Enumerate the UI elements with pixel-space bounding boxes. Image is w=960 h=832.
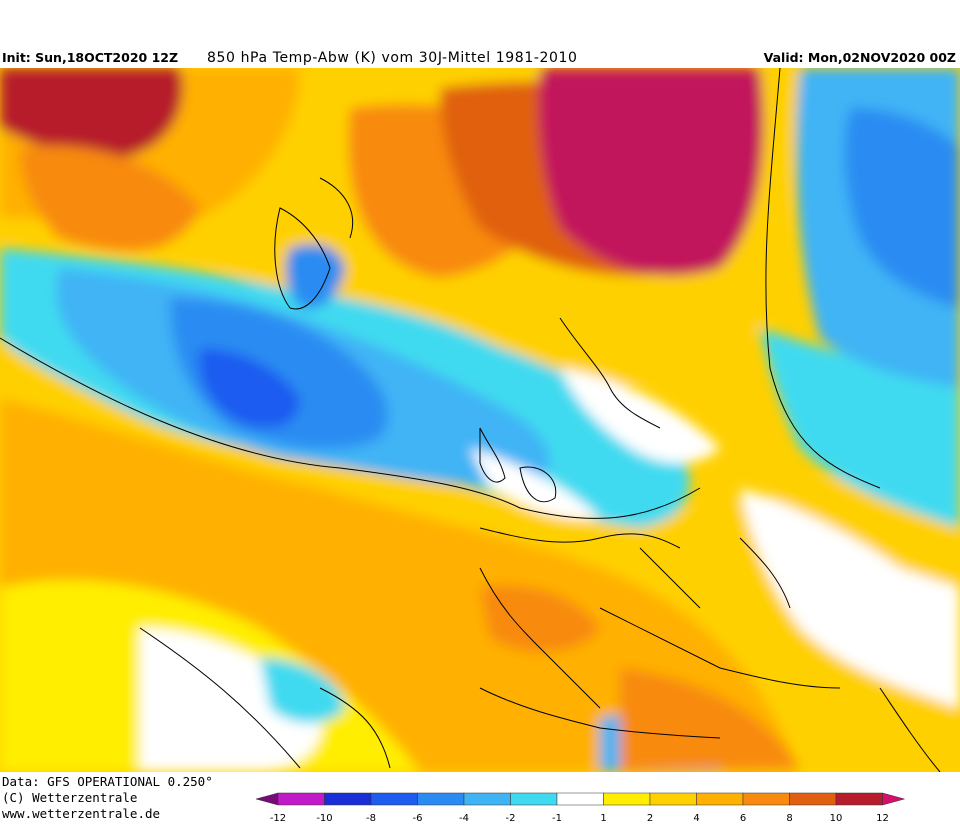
zone-pos6-canada (20, 145, 200, 251)
anomaly-field (0, 68, 960, 772)
legend-tick-label: -12 (270, 813, 286, 824)
coastlines (274, 177, 941, 772)
contour-lines (0, 68, 881, 769)
legend-tick-label: -2 (506, 813, 516, 824)
map-footer: Data: GFS OPERATIONAL 0.250° (C) Wetterz… (0, 772, 960, 832)
legend-swatch (789, 792, 837, 806)
data-source-label: Data: GFS OPERATIONAL 0.250° (2, 774, 213, 789)
zone-pos6-iberia (480, 585, 600, 652)
legend-swatches (256, 792, 906, 806)
zone-pos12-russia (538, 68, 764, 276)
zone-neutral-scand (560, 368, 720, 463)
legend-tick-label: 10 (830, 813, 843, 824)
zone-neutral-sw (140, 628, 322, 772)
legend-tick-label: -6 (413, 813, 423, 824)
map-title: 850 hPa Temp-Abw (K) vom 30J-Mittel 1981… (207, 50, 578, 66)
legend-tick-label: -1 (552, 813, 562, 824)
legend-tick-label: 4 (693, 813, 699, 824)
legend-tick-label: -4 (459, 813, 469, 824)
legend-swatch (417, 792, 465, 806)
legend-swatch (742, 792, 790, 806)
zone-neg1-sw (260, 658, 345, 723)
legend-tick-label: 2 (647, 813, 653, 824)
legend-tick-label: 1 (600, 813, 606, 824)
legend-labels: -12 -10 -8 -6 -4 -2 -1 1 2 4 6 8 10 12 (270, 813, 889, 824)
legend-swatch (649, 792, 697, 806)
legend-swatch (696, 792, 744, 806)
legend-swatch (370, 792, 418, 806)
anomaly-map (0, 68, 960, 772)
legend-swatch (882, 792, 906, 806)
map-header: Init: Sun,18OCT2020 12Z 850 hPa Temp-Abw… (0, 48, 960, 68)
legend-swatch (324, 792, 372, 806)
zone-neutral-iberia-coast (470, 448, 600, 519)
zone-neg4-east (844, 108, 960, 308)
zone-pos6-africa (620, 668, 800, 772)
init-time-label: Init: Sun,18OCT2020 12Z (2, 50, 179, 65)
legend-swatch (463, 792, 511, 806)
legend-colorbar: -12 -10 -8 -6 -4 -2 -1 1 2 4 6 8 10 12 (256, 792, 906, 824)
legend-swatch (556, 792, 604, 806)
legend-tick-label: 12 (876, 813, 889, 824)
legend-tick-label: -8 (366, 813, 376, 824)
valid-time-label: Valid: Mon,02NOV2020 00Z (763, 50, 956, 65)
legend-tick-label: -10 (316, 813, 332, 824)
legend-tick-label: 6 (740, 813, 746, 824)
legend-swatch (256, 792, 279, 806)
zone-pos10-canada (0, 68, 183, 158)
copyright-label: (C) Wetterzentrale (2, 790, 138, 805)
website-label: www.wetterzentrale.de (2, 806, 161, 821)
legend-swatch (835, 792, 883, 806)
legend-swatch (603, 792, 651, 806)
legend-tick-label: 8 (786, 813, 792, 824)
zone-neg4-greenland (285, 244, 345, 309)
legend-swatch (277, 792, 325, 806)
legend-swatch (510, 792, 558, 806)
zone-neg6-atlantic (199, 348, 300, 428)
zone-neutral-east (740, 488, 960, 708)
